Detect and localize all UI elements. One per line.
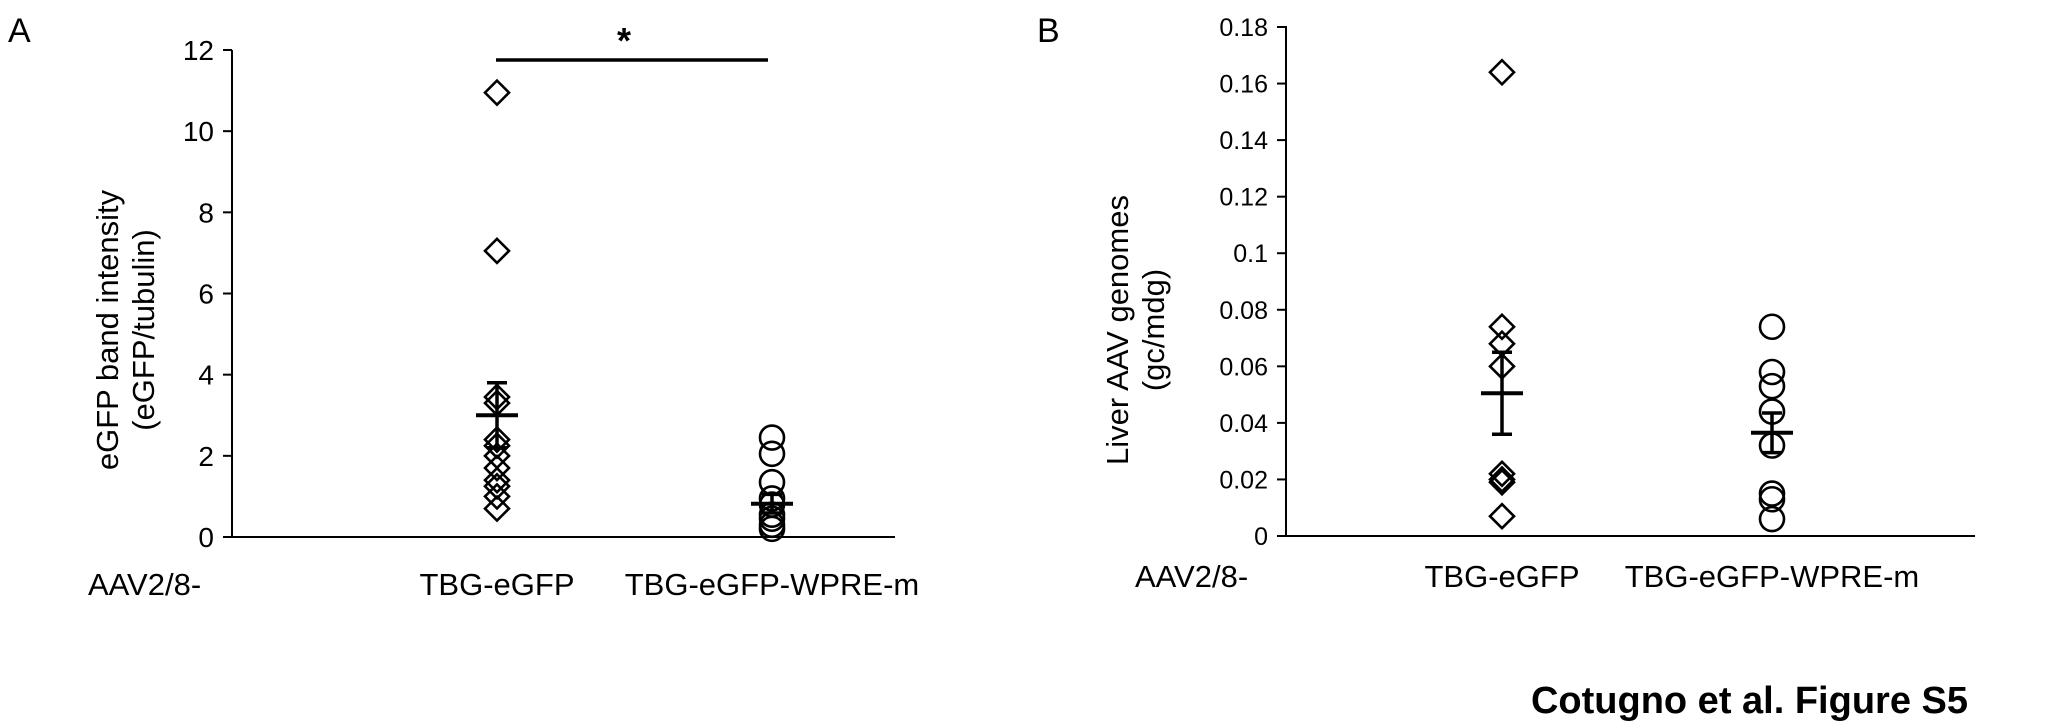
panel-b: B Liver AAV genomes (gc/mdg) 0 0.02 0.04 0.… [1037,12,1975,594]
x-tick-label-b-tbg-egfp-wpre-m: TBG-eGFP-WPRE-m [1625,559,1920,594]
category-prefix-b: AAV2/8- [1135,559,1248,594]
data-point-diamond-b-tbg-egfp [1488,312,1516,341]
y-tick-label-b: 0.04 [1219,410,1268,438]
data-point-diamond-a-tbg-egfp [483,237,511,265]
data-point-diamond-a-tbg-egfp [483,482,511,511]
y-ticks-a: 0 2 4 6 8 10 12 [183,35,232,553]
data-point-circle-b-tbg-egfp-wpre-m [1758,505,1786,533]
y-tick-label-b: 0.18 [1219,14,1268,42]
data-point-diamond-a-tbg-egfp [483,425,511,454]
x-tick-label-b-tbg-egfp: TBG-eGFP [1424,559,1579,594]
data-point-circle-b-tbg-egfp-wpre-m [1758,358,1786,386]
data-points-a [476,78,793,543]
y-ticks-b: 0 0.02 0.04 0.06 0.08 0.1 0.12 0.14 0.16 0.18 [1219,14,1286,551]
y-axis-title-line2-b: (gc/mdg) [1136,269,1171,391]
x-tick-label-a-tbg-egfp-wpre-m: TBG-eGFP-WPRE-m [625,567,920,602]
y-tick-label-a: 2 [198,441,214,472]
y-tick-label-a: 4 [198,360,214,391]
y-tick-label-a: 8 [198,197,214,228]
y-axis-title-line1-a: eGFP band intensity [90,189,125,470]
y-tick-label-b: 0.08 [1219,297,1268,325]
y-tick-label-a: 12 [183,35,214,66]
y-axis-title-b: Liver AAV genomes (gc/mdg) [1100,195,1171,465]
data-point-diamond-b-tbg-egfp [1488,459,1516,488]
y-tick-label-b: 0.12 [1219,184,1268,212]
data-points-b [1481,58,1793,533]
y-tick-label-b: 0.16 [1219,71,1268,99]
category-prefix-a: AAV2/8- [88,567,201,602]
y-tick-label-a: 6 [198,279,214,310]
y-axis-title-a: eGFP band intensity (eGFP/tubulin) [90,189,161,470]
panel-label-a: A [8,12,31,50]
panel-a: A eGFP band intensity (eGFP/tubulin) 0 2 4… [8,12,919,602]
data-point-circle-b-tbg-egfp-wpre-m [1758,485,1786,513]
y-tick-label-a: 0 [198,522,214,553]
y-axis-title-line2-a: (eGFP/tubulin) [126,229,161,431]
y-tick-label-b: 0.1 [1233,240,1268,268]
y-tick-label-b: 0.06 [1219,353,1268,381]
data-point-diamond-b-tbg-egfp [1488,468,1516,497]
data-point-circle-a-tbg-egfp-wpre-m [758,440,786,468]
panel-label-b: B [1037,12,1060,50]
y-tick-label-a: 10 [183,116,214,147]
data-point-diamond-a-tbg-egfp [483,454,511,482]
significance-asterisk-a: * [617,20,631,61]
data-point-diamond-a-tbg-egfp [483,466,511,495]
data-point-circle-b-tbg-egfp-wpre-m [1758,313,1786,341]
data-point-circle-a-tbg-egfp-wpre-m [758,515,786,543]
data-point-diamond-b-tbg-egfp [1488,58,1516,87]
data-point-diamond-b-tbg-egfp [1488,465,1516,494]
y-axis-title-line1-b: Liver AAV genomes [1100,195,1135,465]
figure-caption: Cotugno et al. Figure S5 [1531,680,1968,722]
x-tick-label-a-tbg-egfp: TBG-eGFP [419,567,574,602]
data-point-circle-a-tbg-egfp-wpre-m [758,424,786,451]
data-point-diamond-b-tbg-egfp [1488,502,1516,531]
data-point-diamond-a-tbg-egfp [483,78,511,107]
y-tick-label-b: 0 [1254,523,1268,551]
y-tick-label-b: 0.02 [1219,466,1268,494]
data-point-circle-b-tbg-egfp-wpre-m [1758,480,1786,507]
data-point-diamond-a-tbg-egfp [483,494,511,523]
data-point-circle-b-tbg-egfp-wpre-m [1758,372,1786,400]
y-tick-label-b: 0.14 [1219,127,1268,155]
